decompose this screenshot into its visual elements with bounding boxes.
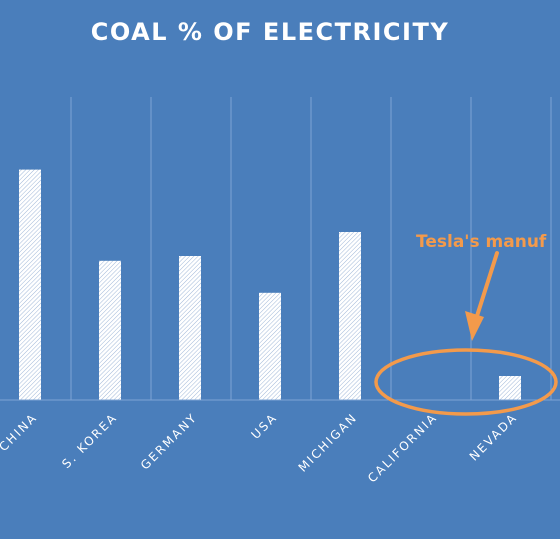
annotation-ellipse (374, 348, 558, 416)
bar-germany (179, 256, 201, 400)
x-tick-label: S. KOREA (59, 410, 120, 471)
x-tick-label: NEVADA (467, 410, 520, 463)
bar-nevada (499, 376, 521, 400)
x-tick-label: CHINA (0, 410, 40, 454)
x-tick-label: CALIFORNIA (365, 410, 440, 485)
x-tick-label: MICHIGAN (296, 410, 361, 475)
x-tick-label: GERMANY (138, 410, 200, 472)
chart-title: COAL % OF ELECTRICITY (90, 18, 450, 46)
bar-usa (259, 292, 281, 400)
bar-michigan (339, 232, 361, 400)
annotation-text: Tesla's manuf (416, 232, 547, 252)
bar-s-korea (99, 260, 121, 400)
annotation-arrow (475, 251, 499, 318)
x-tick-label: USA (248, 410, 280, 442)
annotation-arrowhead (465, 311, 484, 341)
bar-china (19, 169, 41, 400)
